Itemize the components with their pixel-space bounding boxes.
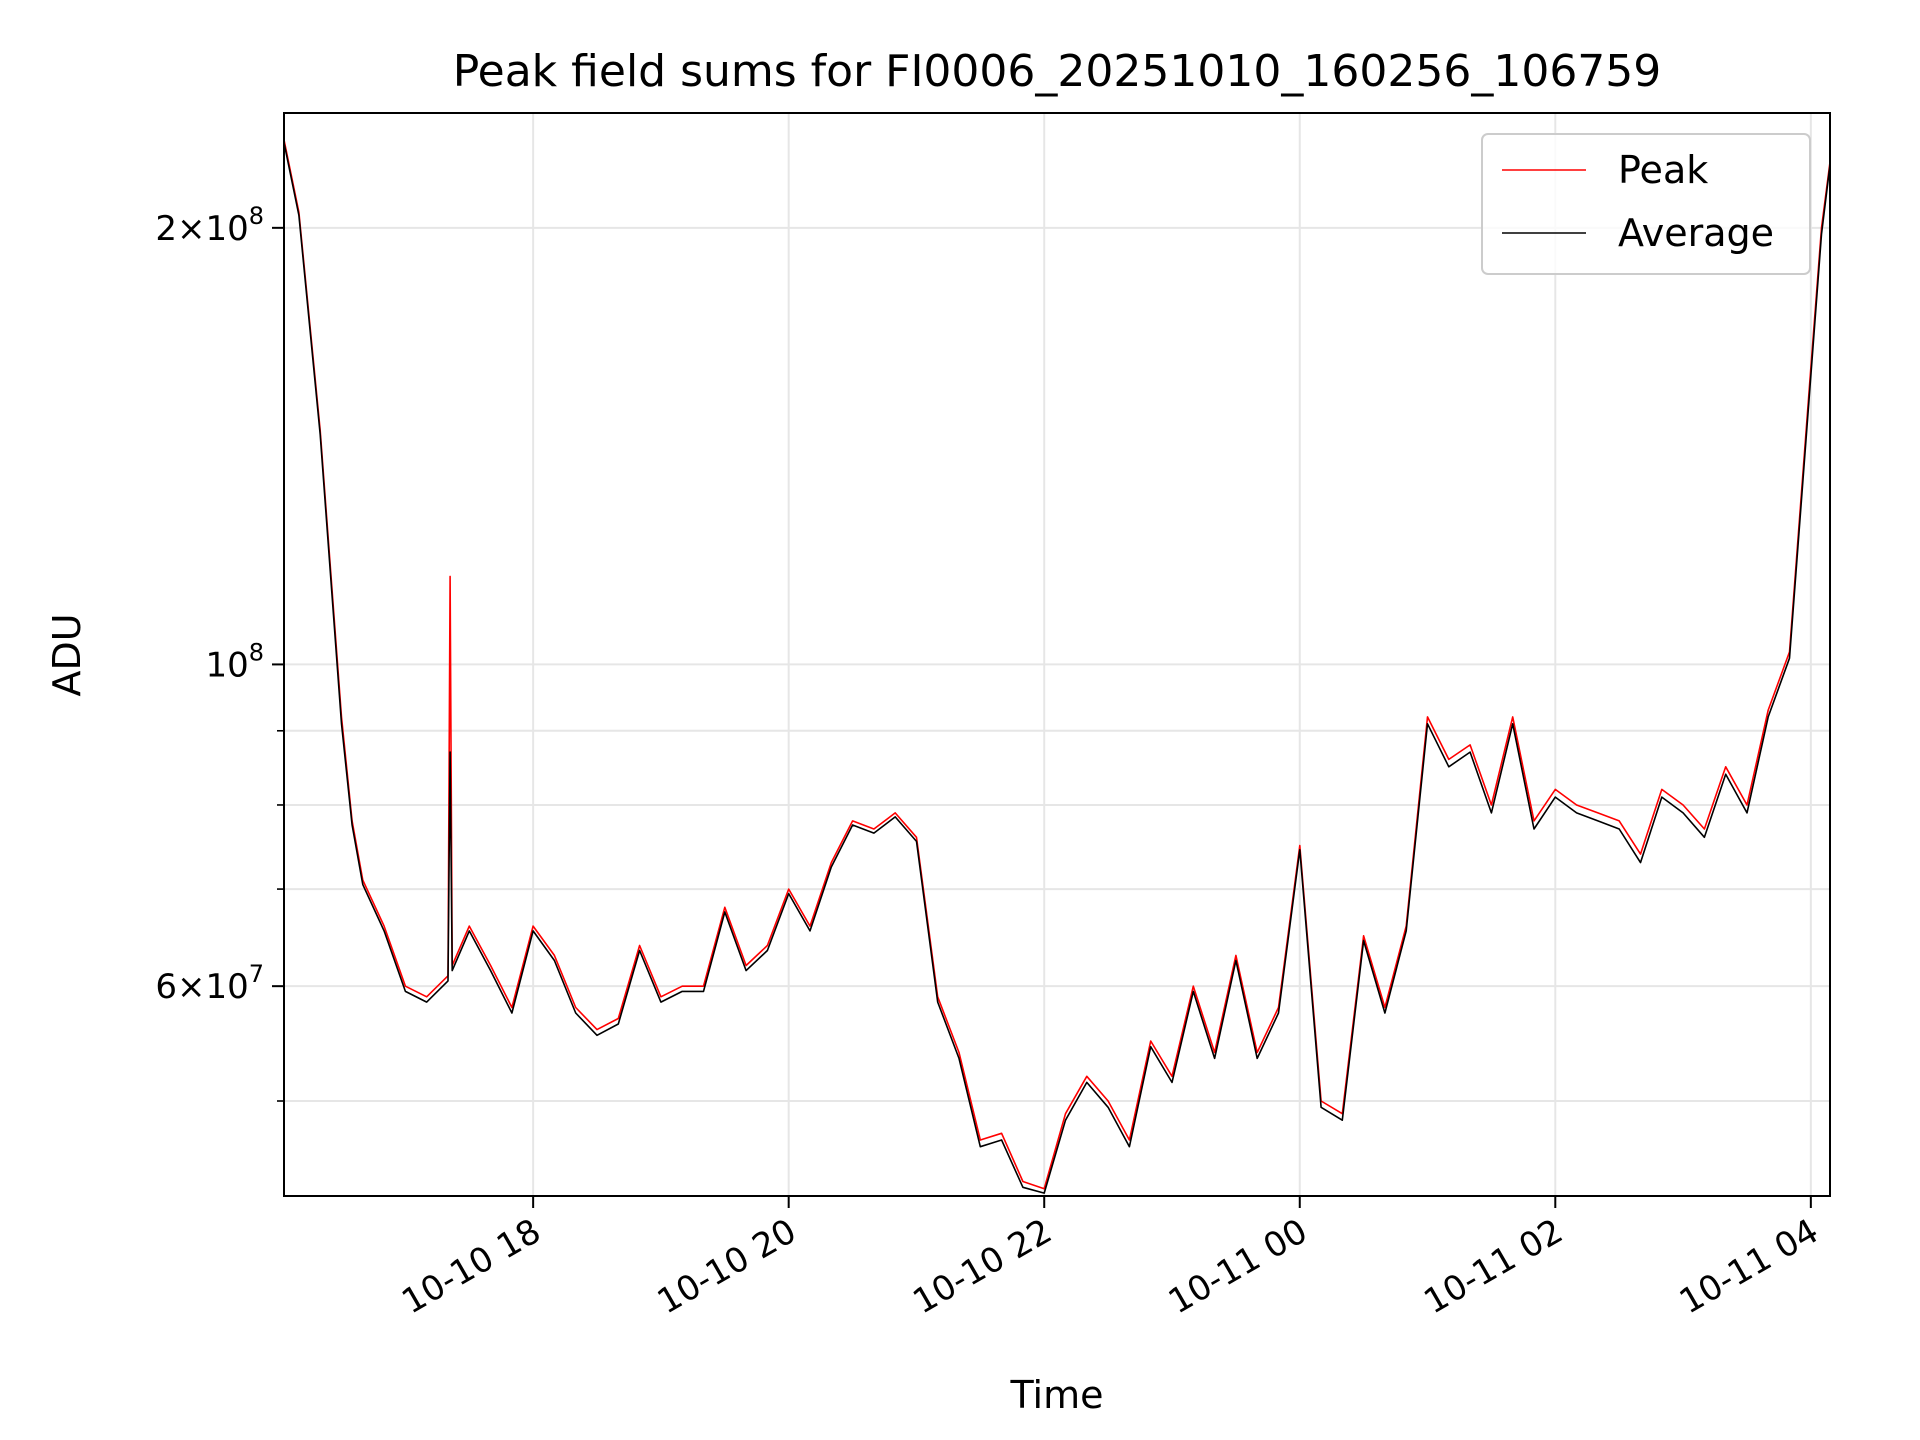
chart-title: Peak field sums for FI0006_20251010_1602… [453,46,1662,97]
x-axis-label: Time [1010,1373,1104,1417]
legend: Peak Average [1481,133,1811,275]
y-axis-ticks: 6×107 108 2×108 [155,202,284,1102]
series-layer [283,139,1831,1194]
legend-box [1481,133,1811,275]
plot-frame [283,112,1831,1197]
legend-label-peak: Peak [1618,148,1708,192]
y-tick-label: 2×108 [155,202,264,249]
series-line-average [283,142,1831,1194]
grid-layer [284,113,1830,1196]
y-axis-label: ADU [45,613,89,696]
legend-label-average: Average [1618,211,1774,255]
y-tick-label: 108 [205,638,264,685]
series-line-peak [283,139,1831,1190]
y-tick-label: 6×107 [155,960,264,1007]
